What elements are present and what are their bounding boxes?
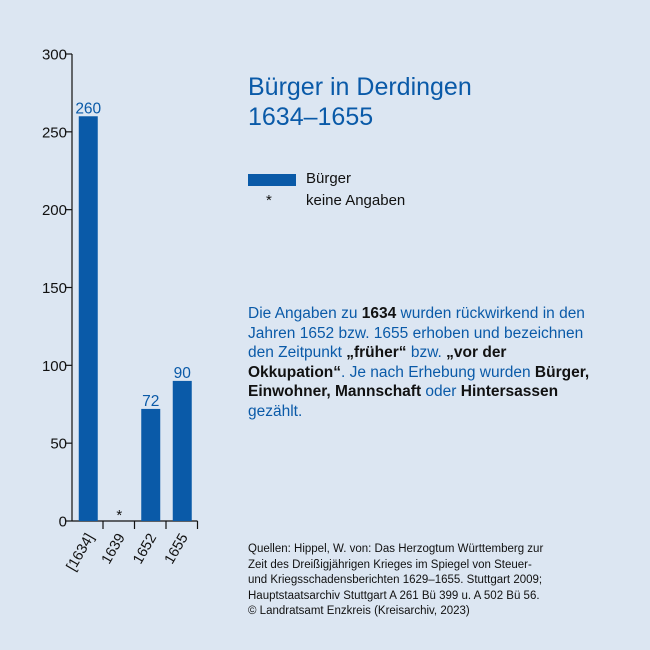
x-tick-label: 1652	[130, 531, 160, 567]
y-tick-label: 150	[42, 280, 67, 297]
x-tick-label: [1634]	[64, 531, 98, 574]
y-tick-label: 250	[42, 124, 67, 141]
bar	[78, 116, 98, 522]
bar	[172, 380, 192, 521]
note-text: . Je nach Erhebung wurden	[341, 363, 535, 381]
source-line: Hauptstaatsarchiv Stuttgart A 261 Bü 399…	[248, 589, 540, 602]
note-text: wurden rückwirkend in den Jahren 1652 bz…	[248, 305, 585, 361]
y-tick-label: 200	[42, 202, 67, 219]
missing-data-marker: *	[116, 507, 122, 524]
x-tick-label: 1639	[99, 531, 129, 567]
source-line: © Landratsamt Enzkreis (Kreisarchiv, 202…	[248, 605, 470, 617]
asterisk-symbol: *	[266, 192, 272, 209]
legend-swatch	[248, 174, 296, 186]
explanatory-note: Die Angaben zu 1634 wurden rückwirkend i…	[248, 304, 593, 421]
source-line: Quellen: Hippel, W. von: Das Herzogtum W…	[248, 543, 544, 555]
source-line: und Kriegsschadensberichten 1629–1655. S…	[248, 574, 543, 586]
y-tick-label: 100	[42, 358, 67, 375]
data-label: 90	[174, 365, 192, 382]
note-bold: 1634	[361, 305, 397, 322]
source-citation: Quellen: Hippel, W. von: Das Herzogtum W…	[248, 542, 628, 620]
note-text: gezählt.	[248, 402, 303, 420]
title-line: Bürger in Derdingen	[248, 73, 472, 101]
note-bold: Hintersassen	[460, 383, 559, 400]
subtitle-line: 1634–1655	[248, 103, 374, 131]
note-bold: „vor der Okkupation“	[248, 344, 507, 381]
bar	[141, 408, 161, 521]
x-tick-label: 1655	[162, 531, 192, 567]
chart-title: Bürger in Derdingen 1634–1655	[248, 72, 472, 132]
note-text: bzw.	[406, 344, 447, 361]
note-bold: Bürger, Einwohner, Mannschaft	[248, 363, 590, 401]
legend-label: Bürger	[306, 170, 352, 187]
legend-label: keine Angaben	[306, 192, 406, 209]
data-label: 72	[142, 393, 159, 410]
note-text: Die Angaben zu	[248, 305, 362, 322]
y-tick-label: 300	[42, 47, 67, 64]
bar-chart: 0 50 100 150 200 250 300 260 [1634] * 1639 72 1652 90…	[42, 47, 199, 574]
data-label: 260	[75, 100, 101, 117]
note-bold: „früher“	[346, 344, 407, 361]
note-text: oder	[421, 383, 461, 400]
y-tick-label: 50	[50, 436, 67, 453]
y-tick-label: 0	[59, 514, 67, 531]
source-line: Zeit des Dreißigjährigen Krieges im Spie…	[248, 558, 532, 571]
